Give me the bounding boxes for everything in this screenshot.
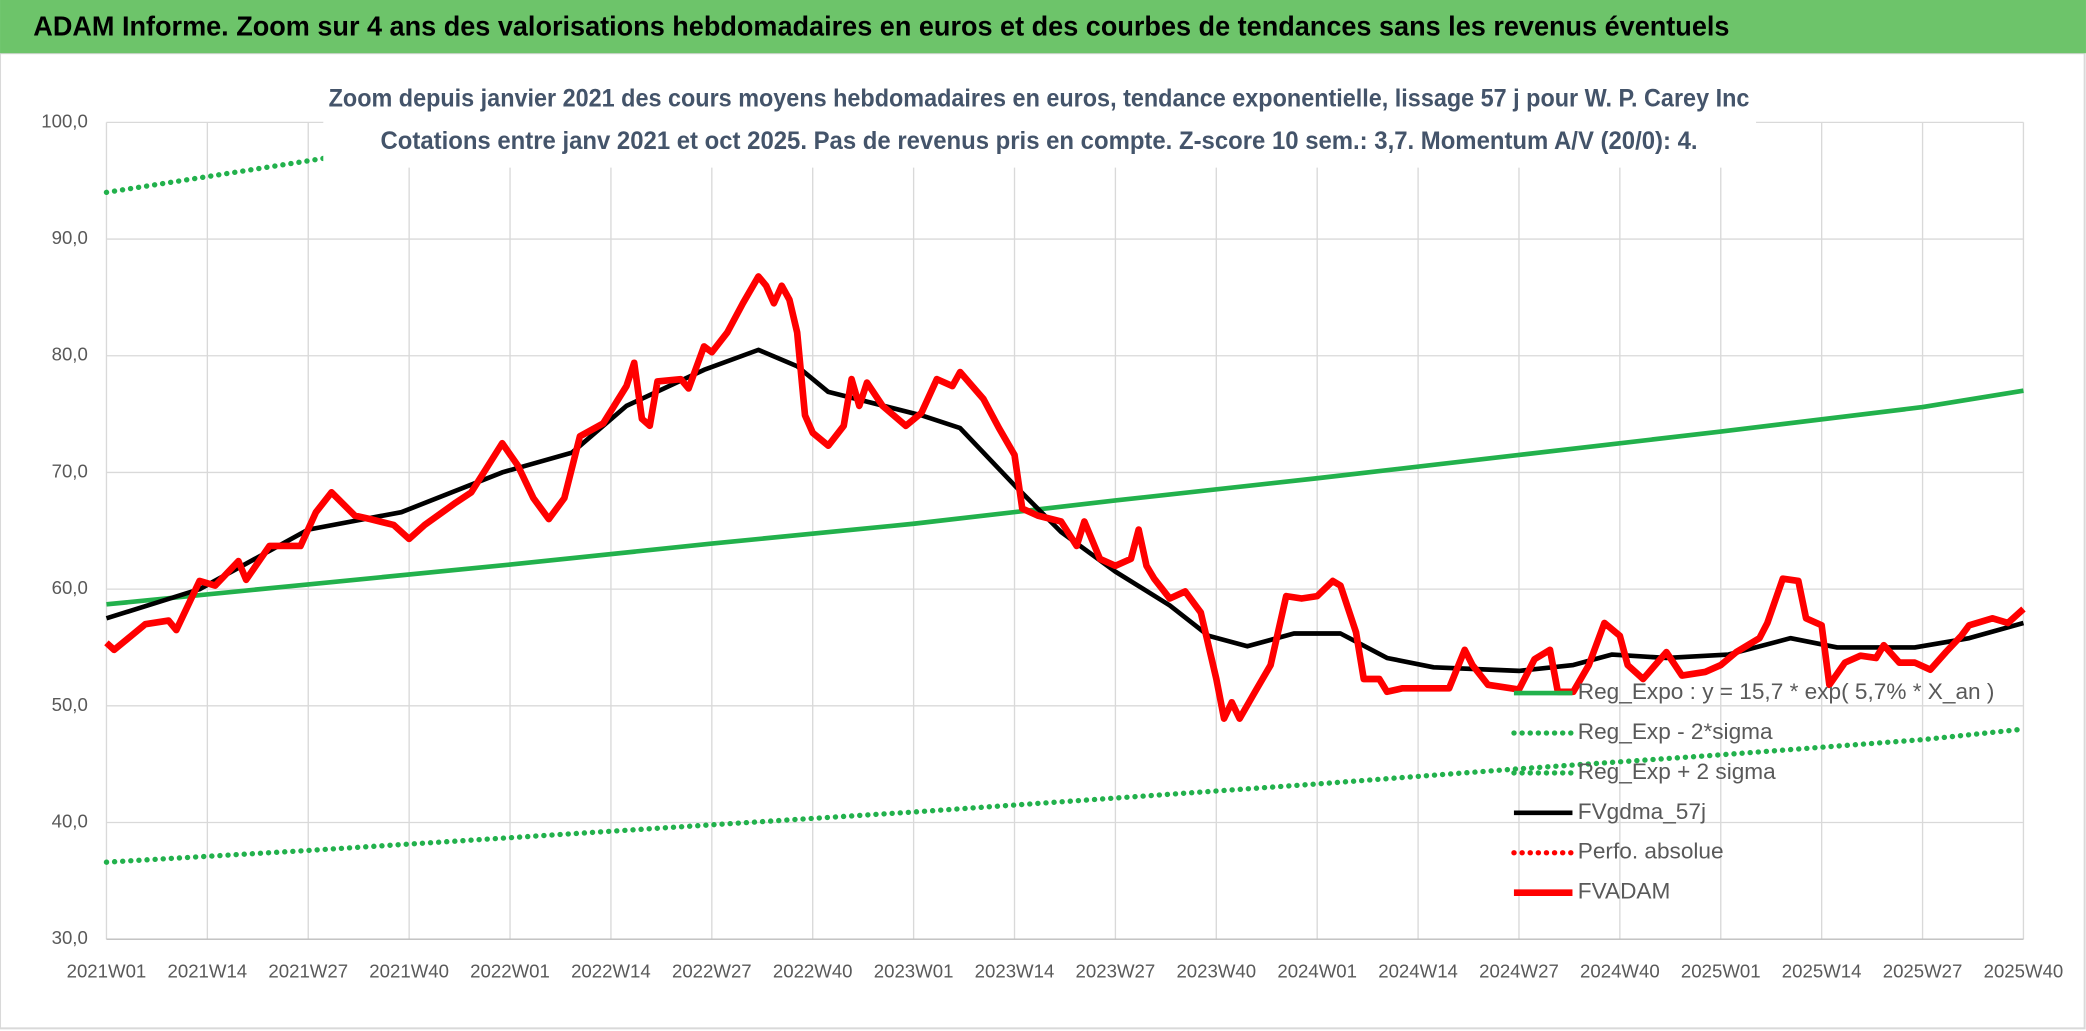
header-bar [0, 0, 2086, 54]
legend-label: Reg_Exp - 2*sigma [1578, 719, 1773, 744]
y-tick-label: 40,0 [52, 810, 88, 831]
subtitle: Cotations entre janv 2021 et oct 2025. P… [380, 127, 1697, 155]
legend-label: FVgdma_57j [1578, 799, 1706, 824]
y-tick-label: 90,0 [52, 227, 88, 248]
y-tick-label: 80,0 [52, 344, 88, 365]
x-tick-label: 2024W01 [1277, 960, 1357, 981]
x-tick-label: 2021W01 [67, 960, 147, 981]
x-tick-label: 2025W01 [1681, 960, 1761, 981]
legend-label: FVADAM [1578, 879, 1671, 904]
legend-label: Perfo. absolue [1578, 839, 1724, 864]
x-tick-label: 2023W14 [975, 960, 1055, 981]
x-tick-label: 2025W27 [1883, 960, 1963, 981]
legend-label: Reg_Exp + 2 sigma [1578, 759, 1776, 784]
x-tick-label: 2022W27 [672, 960, 752, 981]
x-tick-label: 2022W40 [773, 960, 853, 981]
subtitle-background [323, 77, 1757, 168]
x-tick-label: 2023W27 [1076, 960, 1156, 981]
y-tick-label: 100,0 [41, 110, 88, 131]
series-line [106, 388, 2024, 607]
x-tick-label: 2024W14 [1378, 960, 1458, 981]
y-tick-label: 60,0 [52, 577, 88, 598]
x-tick-label: 2023W01 [874, 960, 954, 981]
x-tick-label: 2021W14 [168, 960, 248, 981]
y-tick-label: 70,0 [52, 460, 88, 481]
series-line [105, 347, 2025, 674]
x-tick-label: 2025W40 [1984, 960, 2064, 981]
x-tick-label: 2024W40 [1580, 960, 1660, 981]
x-tick-label: 2022W14 [571, 960, 651, 981]
x-tick-label: 2025W14 [1782, 960, 1862, 981]
chart-title: ADAM Informe. Zoom sur 4 ans des valoris… [33, 10, 1729, 41]
x-tick-label: 2021W40 [369, 960, 449, 981]
series-line [103, 726, 2027, 865]
x-tick-label: 2022W01 [470, 960, 550, 981]
x-tick-label: 2023W40 [1176, 960, 1256, 981]
series-line [104, 273, 2026, 722]
x-tick-label: 2021W27 [268, 960, 348, 981]
y-tick-label: 50,0 [52, 694, 88, 715]
x-tick-label: 2024W27 [1479, 960, 1559, 981]
y-tick-label: 30,0 [52, 927, 88, 948]
subtitle: Zoom depuis janvier 2021 des cours moyen… [329, 84, 1750, 112]
legend-label: Reg_Expo : y = 15,7 * exp( 5,7% * X_an ) [1578, 679, 1995, 704]
